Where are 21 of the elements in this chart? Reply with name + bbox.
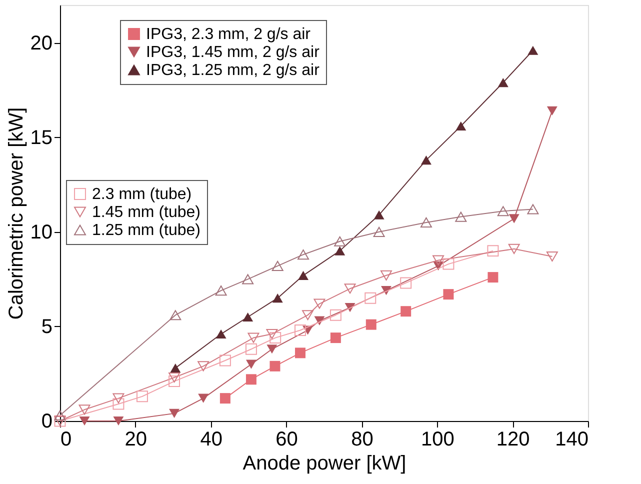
legend-label: 2.3 mm (tube) (92, 186, 192, 203)
legend-label: 1.25 mm (tube) (92, 222, 200, 239)
x-tick-label: 40 (200, 428, 222, 450)
x-tick-label: 120 (496, 428, 530, 450)
y-tick-label: 20 (30, 32, 52, 54)
x-tick-label: 140 (555, 428, 588, 450)
x-tick-label: 60 (276, 428, 298, 450)
y-axis-title: Calorimetric power [kW] (5, 107, 28, 320)
y-tick-label: 10 (30, 221, 52, 244)
legend-label: 1.45 mm (tube) (92, 204, 200, 221)
x-tick-label: 100 (420, 428, 454, 450)
legend-label: IPG3, 2.3 mm, 2 g/s air (146, 26, 312, 43)
legend-label: IPG3, 1.45 mm, 2 g/s air (146, 44, 320, 61)
x-tick-label: 0 (60, 428, 72, 450)
legend-label: IPG3, 1.25 mm, 2 g/s air (146, 62, 320, 79)
x-axis-title: Anode power [kW] (242, 452, 406, 474)
x-tick-label: 80 (351, 428, 374, 450)
x-tick-label: 20 (124, 428, 148, 450)
y-tick-label: 5 (41, 316, 52, 338)
y-tick-label: 15 (30, 126, 52, 149)
y-tick-label: 0 (41, 410, 52, 432)
